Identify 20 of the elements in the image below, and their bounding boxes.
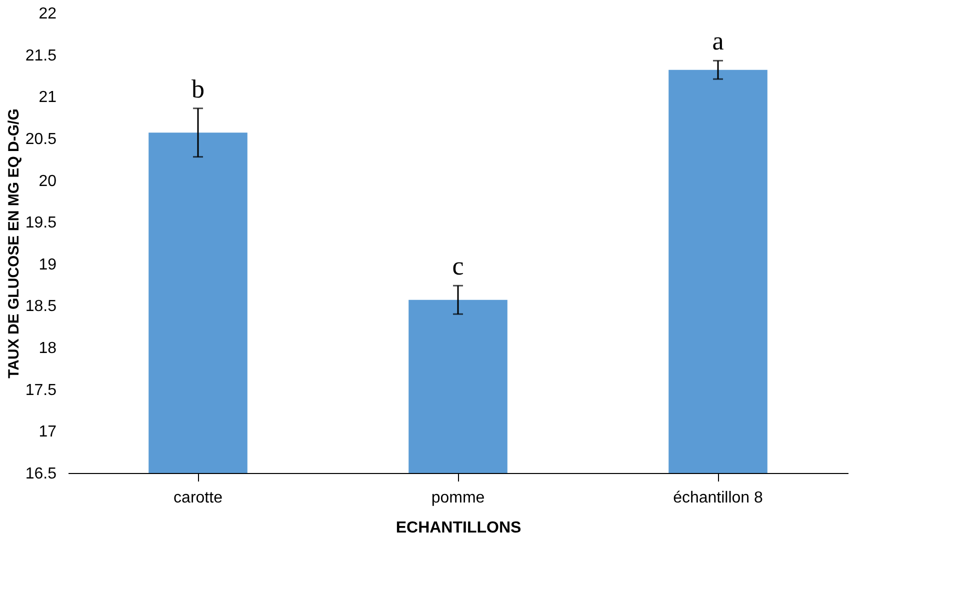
- y-tick-label: 21.5: [25, 47, 57, 64]
- y-tick-label: 20.5: [25, 130, 57, 148]
- x-axis-title: ECHANTILLONS: [396, 520, 522, 536]
- y-tick-label: 17: [38, 424, 57, 441]
- y-tick-label: 19: [38, 256, 57, 274]
- y-tick-label: 19.5: [25, 214, 57, 232]
- y-tick-label: 21: [38, 89, 57, 106]
- annotation: b: [192, 74, 204, 104]
- y-tick-label: 20: [38, 172, 57, 190]
- annotation: c: [452, 252, 464, 281]
- y-tick-label: 18: [38, 340, 57, 358]
- x-tick-label: échantillon 8: [673, 490, 764, 506]
- y-tick-label: 18.5: [25, 298, 57, 316]
- annotation: a: [712, 26, 724, 56]
- y-tick-label: 17.5: [25, 382, 57, 399]
- y-tick-label: 16.5: [25, 466, 57, 482]
- y-tick-label: 22: [38, 6, 57, 22]
- y-axis-title: TAUX DE GLUCOSE EN MG EQ D-G/G: [5, 108, 22, 378]
- x-tick-label: pomme: [431, 490, 485, 506]
- x-tick-label: carotte: [174, 490, 223, 506]
